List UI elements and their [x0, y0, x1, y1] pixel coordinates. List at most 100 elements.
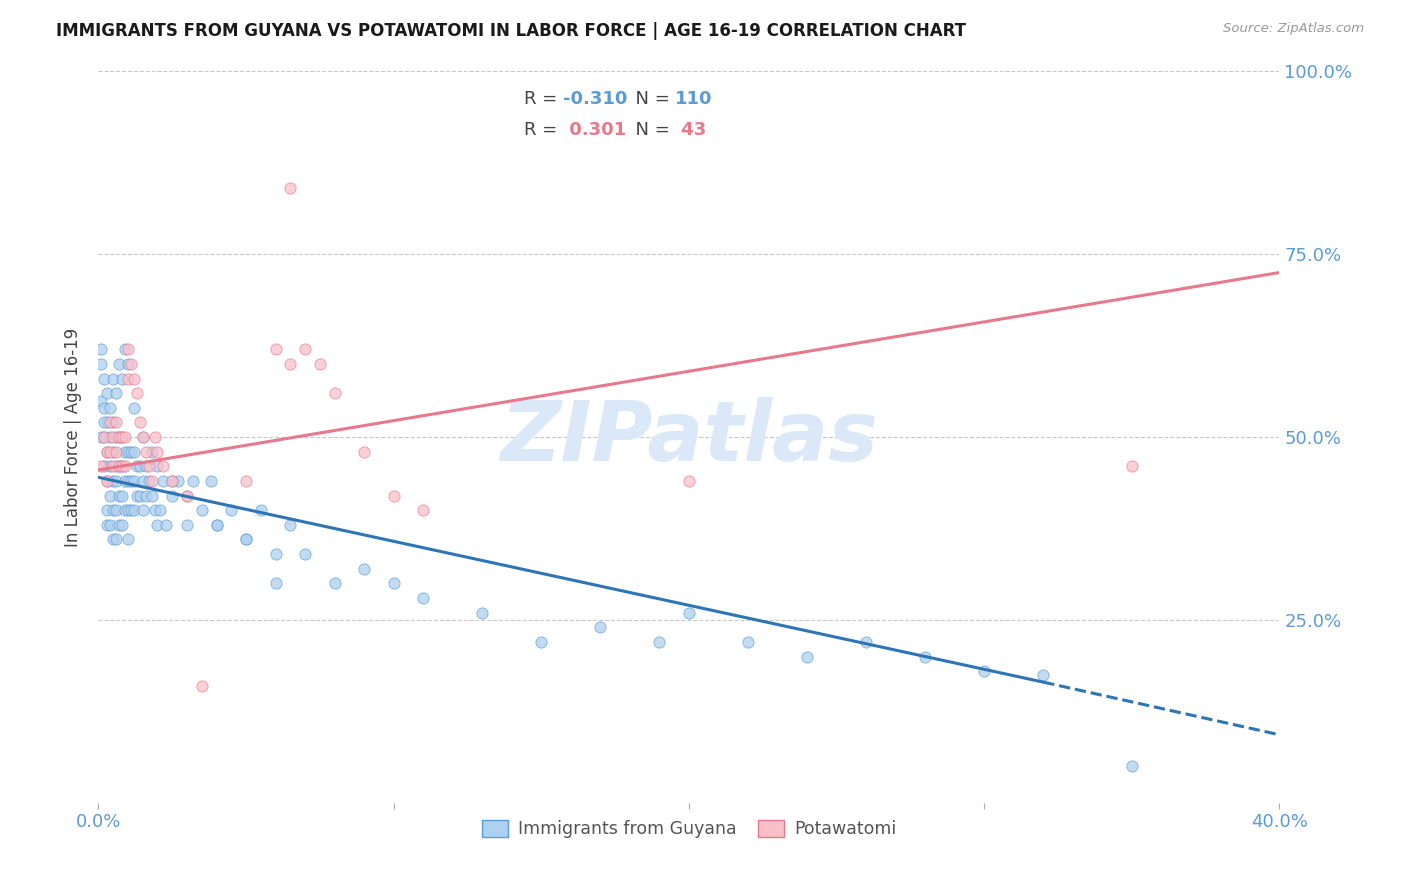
Point: [98, 517, 121, 532]
Point: [90, 459, 112, 474]
Point: [122, 444, 145, 458]
Point: [93, 401, 115, 415]
Point: [98, 430, 121, 444]
Point: [90, 357, 112, 371]
Point: [530, 635, 553, 649]
Point: [382, 489, 405, 503]
Point: [111, 430, 134, 444]
Text: R =: R =: [523, 121, 562, 139]
Point: [103, 533, 125, 547]
Point: [108, 459, 131, 474]
Point: [117, 444, 139, 458]
Point: [93, 371, 115, 385]
Point: [1032, 667, 1054, 681]
Text: IMMIGRANTS FROM GUYANA VS POTAWATOMI IN LABOR FORCE | AGE 16-19 CORRELATION CHAR: IMMIGRANTS FROM GUYANA VS POTAWATOMI IN …: [56, 22, 966, 40]
Point: [103, 416, 125, 430]
Point: [146, 517, 169, 532]
Point: [973, 664, 995, 678]
Point: [280, 517, 302, 532]
Point: [111, 371, 134, 385]
Point: [122, 401, 145, 415]
Point: [125, 489, 148, 503]
Point: [103, 444, 125, 458]
Point: [181, 474, 204, 488]
Point: [235, 533, 257, 547]
Point: [176, 489, 198, 503]
Point: [471, 606, 494, 620]
Point: [90, 430, 112, 444]
Text: ZIPatlas: ZIPatlas: [501, 397, 877, 477]
Point: [108, 517, 131, 532]
Point: [412, 591, 434, 605]
Text: -0.310: -0.310: [562, 90, 627, 108]
Point: [108, 430, 131, 444]
Point: [162, 489, 183, 503]
Point: [111, 459, 134, 474]
Point: [122, 503, 145, 517]
Point: [149, 503, 172, 517]
Point: [294, 547, 316, 561]
Text: N =: N =: [624, 90, 675, 108]
Point: [105, 459, 128, 474]
Point: [103, 371, 125, 385]
Point: [114, 474, 136, 488]
Point: [191, 503, 214, 517]
Text: R =: R =: [523, 90, 562, 108]
Point: [105, 533, 128, 547]
Point: [114, 444, 136, 458]
Point: [323, 576, 346, 591]
Point: [114, 503, 136, 517]
Y-axis label: In Labor Force | Age 16-19: In Labor Force | Age 16-19: [65, 327, 83, 547]
Point: [105, 430, 128, 444]
Point: [914, 649, 936, 664]
Point: [122, 474, 145, 488]
Text: N =: N =: [624, 121, 675, 139]
Point: [141, 489, 163, 503]
Point: [796, 649, 818, 664]
Point: [103, 430, 125, 444]
Point: [143, 503, 166, 517]
Point: [108, 430, 131, 444]
Point: [96, 416, 118, 430]
Point: [114, 343, 136, 357]
Point: [120, 503, 142, 517]
Point: [855, 635, 877, 649]
Point: [737, 635, 759, 649]
Point: [143, 430, 166, 444]
Point: [353, 562, 375, 576]
Point: [105, 416, 128, 430]
Point: [146, 444, 169, 458]
Legend: Immigrants from Guyana, Potawatomi: Immigrants from Guyana, Potawatomi: [475, 814, 903, 846]
Point: [105, 474, 128, 488]
Point: [132, 474, 155, 488]
Point: [128, 459, 150, 474]
Point: [98, 489, 121, 503]
Point: [117, 533, 139, 547]
Point: [96, 386, 118, 401]
Point: [205, 517, 228, 532]
Point: [353, 444, 375, 458]
Point: [117, 357, 139, 371]
Point: [125, 459, 148, 474]
Point: [176, 517, 198, 532]
Point: [280, 357, 302, 371]
Point: [382, 576, 405, 591]
Point: [93, 416, 115, 430]
Point: [152, 459, 174, 474]
Point: [135, 444, 157, 458]
Point: [132, 430, 155, 444]
Point: [280, 181, 302, 195]
Point: [93, 459, 115, 474]
Point: [93, 430, 115, 444]
Point: [138, 459, 160, 474]
Point: [132, 503, 155, 517]
Point: [323, 386, 346, 401]
Point: [191, 679, 214, 693]
Point: [678, 474, 700, 488]
Point: [108, 489, 131, 503]
Point: [205, 517, 228, 532]
Point: [125, 386, 148, 401]
Point: [98, 459, 121, 474]
Point: [117, 343, 139, 357]
Point: [264, 343, 287, 357]
